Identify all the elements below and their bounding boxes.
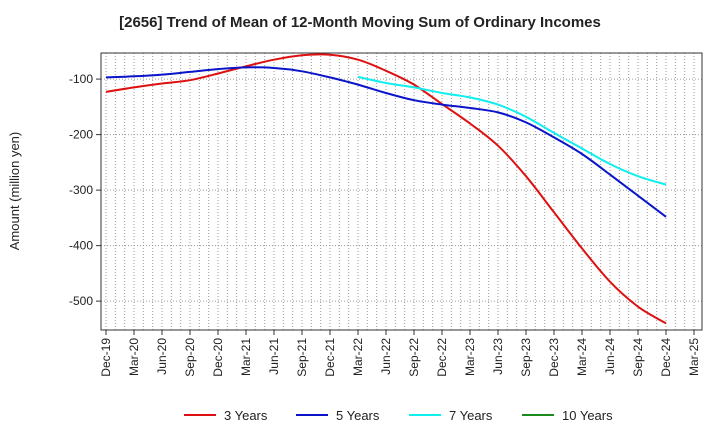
x-tick-label: Dec-21 xyxy=(323,338,337,377)
x-tick-label: Mar-22 xyxy=(351,338,365,376)
x-tick-label: Sep-21 xyxy=(295,338,309,377)
legend-label: 10 Years xyxy=(562,408,613,423)
x-tick-label: Sep-24 xyxy=(631,338,645,377)
x-tick-label: Jun-22 xyxy=(379,338,393,375)
x-tick-label: Sep-22 xyxy=(407,338,421,377)
x-tick-label: Sep-20 xyxy=(183,338,197,377)
series-layer xyxy=(105,53,667,325)
y-axis-ticks: -100 -200 -300 -400 -500 xyxy=(69,72,101,308)
x-tick-label: Mar-23 xyxy=(463,338,477,376)
x-tick-label: Dec-19 xyxy=(99,338,113,377)
x-tick-label: Dec-22 xyxy=(435,338,449,377)
grid-layer xyxy=(101,53,702,330)
legend-label: 5 Years xyxy=(336,408,380,423)
y-tick-label: -500 xyxy=(69,294,93,308)
y-tick-label: -100 xyxy=(69,72,93,86)
legend-label: 7 Years xyxy=(449,408,493,423)
series-line-7-years xyxy=(357,75,667,186)
x-tick-label: Mar-21 xyxy=(239,338,253,376)
y-tick-label: -200 xyxy=(69,128,93,142)
x-tick-label: Jun-23 xyxy=(491,338,505,375)
x-tick-label: Jun-24 xyxy=(603,338,617,375)
plot-frame xyxy=(100,52,703,331)
legend: 3 Years 5 Years 7 Years 10 Years xyxy=(184,408,613,423)
series-line-3-years xyxy=(105,53,667,325)
x-tick-label: Dec-23 xyxy=(547,338,561,377)
series-line-5-years xyxy=(105,66,667,218)
x-axis-ticks: Dec-19 Mar-20 Jun-20 Sep-20 Dec-20 Mar-21 Jun-… xyxy=(99,330,701,377)
legend-label: 3 Years xyxy=(224,408,268,423)
x-tick-label: Jun-21 xyxy=(267,338,281,375)
x-tick-label: Jun-20 xyxy=(155,338,169,375)
x-tick-label: Sep-23 xyxy=(519,338,533,377)
x-tick-label: Mar-25 xyxy=(687,338,701,376)
chart-title: [2656] Trend of Mean of 12-Month Moving … xyxy=(119,14,601,31)
y-tick-label: -400 xyxy=(69,239,93,253)
x-tick-label: Dec-24 xyxy=(659,338,673,377)
x-tick-label: Dec-20 xyxy=(211,338,225,377)
y-tick-label: -300 xyxy=(69,183,93,197)
x-tick-label: Mar-24 xyxy=(575,338,589,376)
y-axis-label: Amount (million yen) xyxy=(7,132,22,251)
x-tick-label: Mar-20 xyxy=(127,338,141,376)
